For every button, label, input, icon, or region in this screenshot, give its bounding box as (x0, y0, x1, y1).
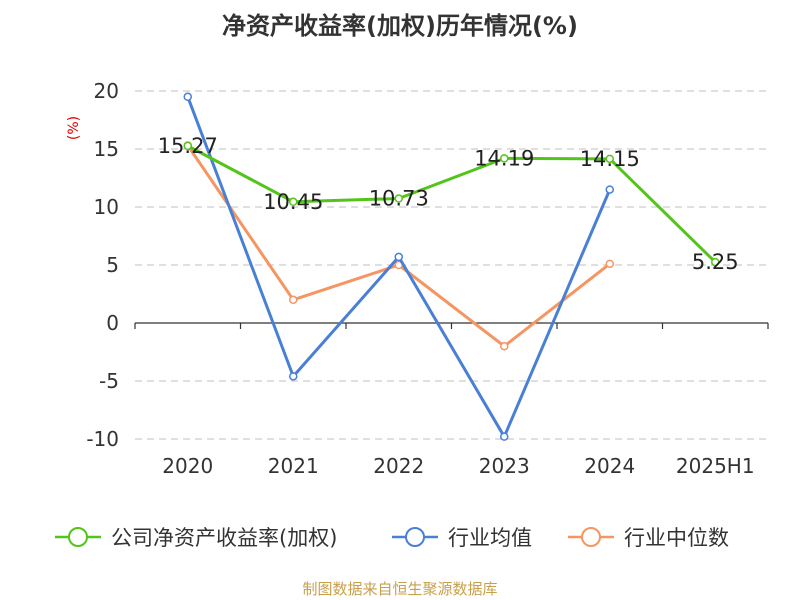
data-label: 5.25 (692, 250, 739, 274)
data-labels: 15.27 10.45 10.73 14.19 14.15 5.25 (158, 134, 739, 274)
legend-label: 行业均值 (448, 526, 532, 550)
series-1 (183, 92, 614, 441)
x-tick-label: 2021 (268, 454, 319, 478)
y-tick-label: 15 (94, 137, 119, 161)
data-point[interactable] (183, 141, 192, 151)
y-tick-label: 20 (94, 79, 119, 103)
legend-label: 行业中位数 (624, 526, 729, 550)
y-tick-label: 10 (94, 195, 119, 219)
legend-marker-icon (581, 527, 601, 547)
legend[interactable]: 公司净资产收益率(加权) 行业均值 行业中位数 (55, 526, 729, 550)
y-tick-label: -5 (99, 369, 119, 393)
legend-item-0[interactable]: 公司净资产收益率(加权) (55, 526, 337, 550)
gridlines (135, 90, 768, 440)
legend-marker-icon (68, 527, 88, 547)
data-point[interactable] (289, 197, 298, 207)
x-tick-label: 2023 (479, 454, 530, 478)
x-tick-label: 2025H1 (676, 454, 755, 478)
data-point[interactable] (605, 154, 614, 164)
series-lines (183, 92, 720, 441)
legend-item-2[interactable]: 行业中位数 (568, 526, 729, 550)
data-point[interactable] (289, 295, 298, 305)
x-tick-label: 2024 (584, 454, 635, 478)
data-point[interactable] (605, 185, 614, 194)
data-point[interactable] (500, 154, 509, 163)
data-label: 14.15 (580, 147, 640, 171)
legend-label: 公司净资产收益率(加权) (111, 526, 337, 550)
series-0 (183, 141, 720, 267)
data-point[interactable] (394, 194, 403, 203)
data-point[interactable] (711, 257, 720, 267)
x-tick-label: 2022 (373, 454, 424, 478)
data-point[interactable] (183, 92, 192, 102)
data-source-note: 制图数据来自恒生聚源数据库 (302, 580, 497, 598)
y-tick-label: 5 (106, 253, 119, 277)
legend-marker-icon (405, 527, 425, 547)
data-label: 10.45 (263, 190, 323, 214)
data-label: 10.73 (369, 187, 429, 211)
y-tick-label: 0 (106, 311, 119, 335)
y-tick-label: -10 (86, 427, 119, 451)
y-axis-unit-label: (%) (66, 116, 82, 140)
data-label: 14.19 (474, 146, 534, 170)
data-point[interactable] (500, 432, 509, 441)
series-line (186, 144, 611, 348)
data-point[interactable] (605, 259, 614, 269)
x-tick-label: 2020 (162, 454, 213, 478)
data-point[interactable] (500, 341, 509, 351)
data-point[interactable] (394, 252, 403, 262)
series-line (187, 144, 717, 264)
legend-item-1[interactable]: 行业均值 (392, 526, 532, 550)
axes: 20 15 10 5 0 -5 -10 2020 2021 2022 2023 2024 2025H1 (86, 79, 769, 478)
series-2 (183, 141, 614, 351)
chart-title: 净资产收益率(加权)历年情况(%) (222, 12, 578, 40)
data-label: 15.27 (158, 134, 218, 158)
data-point[interactable] (289, 372, 298, 381)
